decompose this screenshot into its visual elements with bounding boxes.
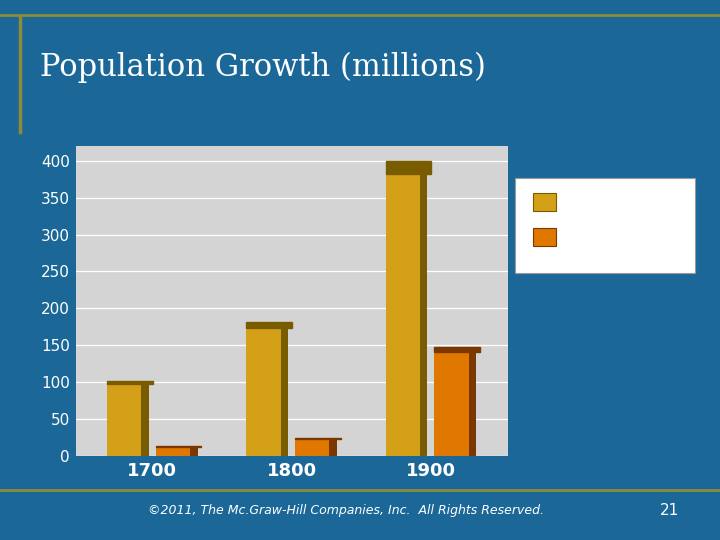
Text: ©2011, The Mc.Graw-Hill Companies, Inc.  All Rights Reserved.: ©2011, The Mc.Graw-Hill Companies, Inc. … bbox=[148, 504, 544, 517]
Text: Americas: Americas bbox=[562, 230, 633, 245]
Text: 21: 21 bbox=[660, 503, 679, 518]
Bar bbox=[107, 382, 149, 456]
Bar bbox=[281, 325, 288, 456]
Bar bbox=[386, 161, 431, 174]
Bar bbox=[107, 381, 153, 384]
Bar bbox=[156, 446, 202, 447]
Bar bbox=[141, 382, 149, 456]
Bar bbox=[329, 438, 337, 456]
Bar bbox=[156, 447, 197, 456]
Bar bbox=[295, 438, 337, 456]
Bar bbox=[469, 349, 476, 456]
Bar bbox=[246, 322, 292, 328]
Bar bbox=[434, 349, 476, 456]
Bar bbox=[295, 438, 341, 439]
Bar bbox=[420, 168, 428, 456]
Bar bbox=[434, 347, 480, 352]
Text: Population Growth (millions): Population Growth (millions) bbox=[40, 52, 485, 83]
Bar bbox=[190, 447, 197, 456]
Bar bbox=[386, 168, 428, 456]
Text: Europe: Europe bbox=[562, 195, 616, 210]
Bar bbox=[246, 325, 288, 456]
